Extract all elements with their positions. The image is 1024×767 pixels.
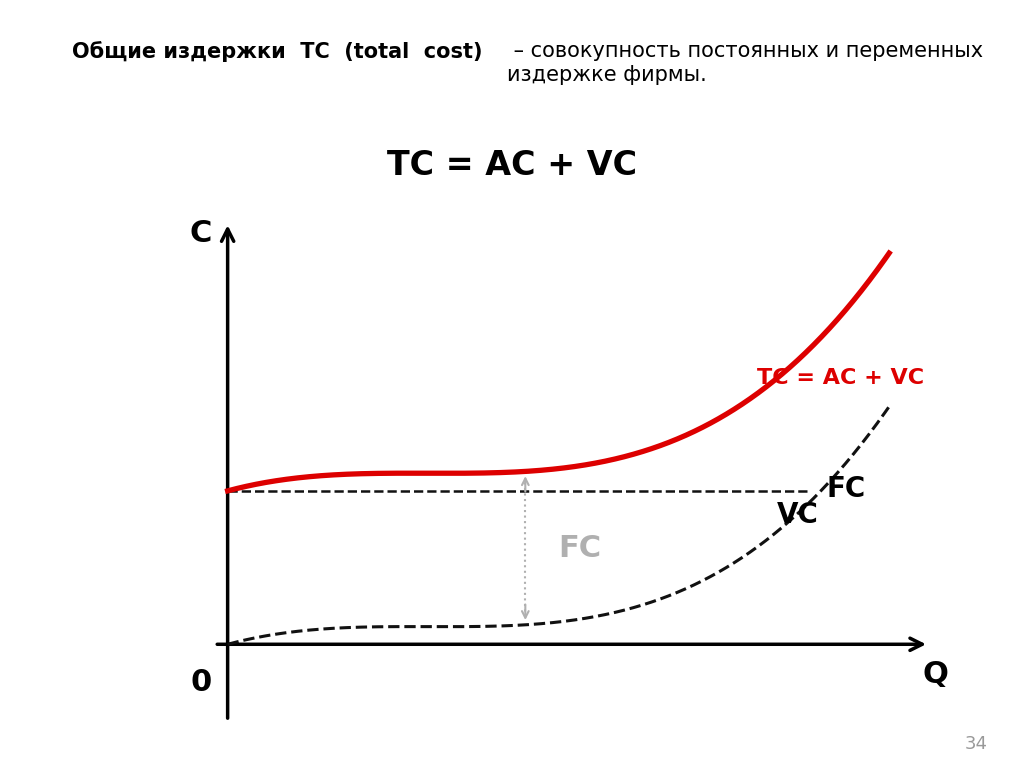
Text: FC: FC bbox=[826, 475, 865, 503]
Text: Общие издержки  TC  (total  cost): Общие издержки TC (total cost) bbox=[72, 41, 482, 62]
Text: VC: VC bbox=[776, 501, 818, 529]
Text: 0: 0 bbox=[190, 668, 212, 697]
Text: TC = AC + VC: TC = AC + VC bbox=[757, 368, 924, 388]
Text: C: C bbox=[190, 219, 212, 249]
Text: FC: FC bbox=[558, 534, 601, 563]
Text: – совокупность постоянных и переменных
издержке фирмы.: – совокупность постоянных и переменных и… bbox=[507, 41, 983, 84]
Text: Q: Q bbox=[923, 660, 948, 690]
Text: TC = AC + VC: TC = AC + VC bbox=[387, 150, 637, 183]
Text: 34: 34 bbox=[966, 736, 988, 753]
